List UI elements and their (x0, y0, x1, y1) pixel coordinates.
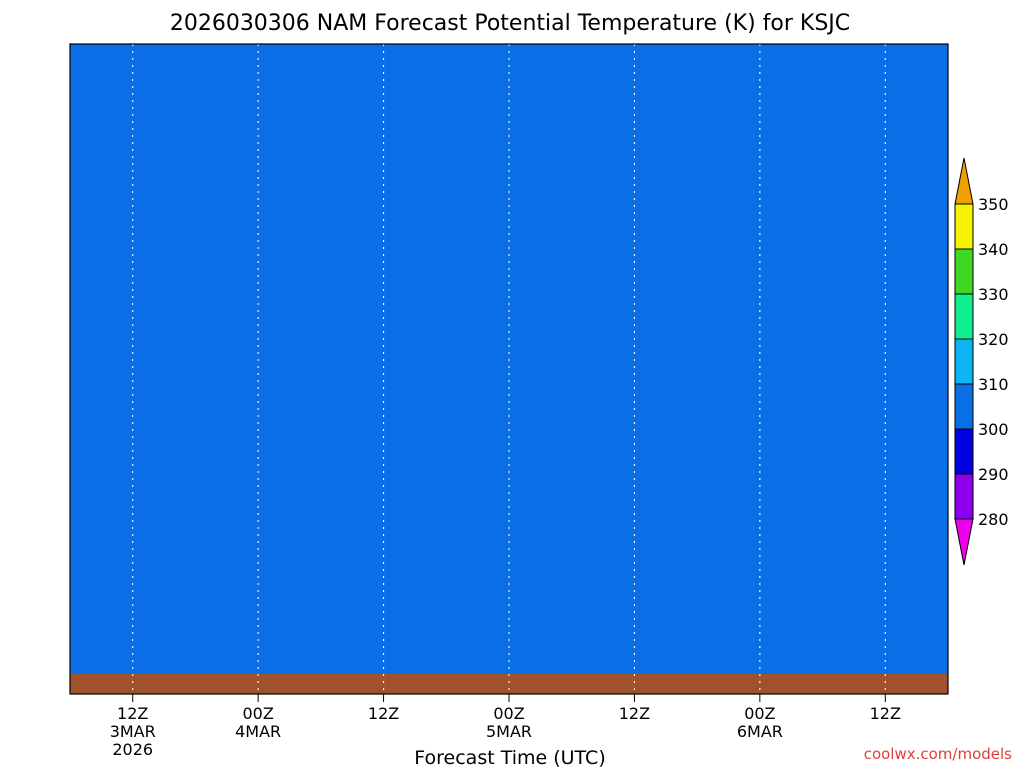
colorbar-bin (954, 203, 974, 250)
x-tick-label: 12Z (368, 704, 399, 723)
colorbar-tick-label: 290 (978, 465, 1009, 484)
x-tick-label: 12Z (117, 704, 148, 723)
colorbar-bin (954, 473, 974, 520)
colorbar-bin (954, 293, 974, 340)
credit-text: coolwx.com/models (864, 745, 1012, 763)
colorbar-tick-label: 350 (978, 195, 1009, 214)
colorbar-bin (954, 157, 974, 205)
x-axis-label: Forecast Time (UTC) (414, 747, 605, 768)
x-tick-label: 2026 (112, 740, 153, 759)
x-tick-label: 6MAR (737, 722, 783, 741)
colorbar-tick-label: 320 (978, 330, 1009, 349)
colorbar: 280 290 300 310 320 330 340 350 (954, 157, 1009, 566)
x-tick-label: 00Z (242, 704, 273, 723)
colorbar-tick-label: 280 (978, 510, 1009, 529)
x-tick-label: 3MAR (110, 722, 156, 741)
colorbar-tick-label: 310 (978, 375, 1009, 394)
colorbar-bin (954, 518, 974, 566)
ground-below-surface (70, 674, 948, 694)
plot-background (70, 44, 948, 694)
colorbar-bin (954, 428, 974, 475)
x-tick-label: 00Z (493, 704, 524, 723)
x-tick-label: 12Z (619, 704, 650, 723)
x-tick-label: 12Z (870, 704, 901, 723)
x-tick-label: 4MAR (235, 722, 281, 741)
colorbar-tick-label: 300 (978, 420, 1009, 439)
x-tick-label: 00Z (744, 704, 775, 723)
plot-area: 3323443403363283283283243243243203203163… (69, 43, 949, 695)
colorbar-tick-label: 340 (978, 240, 1009, 259)
colorbar-bin (954, 248, 974, 295)
colorbar-bin (954, 338, 974, 385)
colorbar-tick-label: 330 (978, 285, 1009, 304)
x-tick-label: 5MAR (486, 722, 532, 741)
colorbar-bin (954, 383, 974, 430)
chart-title: 2026030306 NAM Forecast Potential Temper… (170, 11, 850, 36)
